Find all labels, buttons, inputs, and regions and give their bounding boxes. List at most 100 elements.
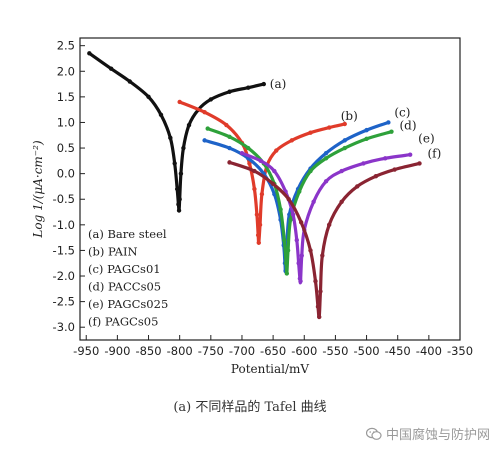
data-point xyxy=(176,208,182,213)
curve-label-b: (b) xyxy=(341,109,358,123)
data-point xyxy=(373,174,379,179)
data-point xyxy=(294,237,299,243)
data-point xyxy=(202,110,207,115)
data-point xyxy=(298,278,303,284)
data-point xyxy=(342,138,347,143)
x-axis-label: Potential/mV xyxy=(231,362,310,376)
data-point xyxy=(392,167,397,172)
x-tick-label: -450 xyxy=(385,344,411,358)
legend-entry: (e) PAGCs025 xyxy=(88,297,168,311)
watermark-text: 中国腐蚀与防护网 xyxy=(385,428,490,443)
legend-entry: (d) PACCs05 xyxy=(88,280,161,294)
data-point xyxy=(383,156,388,161)
data-point xyxy=(108,66,114,71)
data-point xyxy=(417,161,422,166)
data-point xyxy=(323,150,329,156)
y-tick-label: -3.0 xyxy=(53,320,75,334)
data-point xyxy=(247,161,252,166)
y-tick-label: 0.5 xyxy=(57,141,75,155)
data-point xyxy=(361,161,366,166)
data-point xyxy=(259,191,265,197)
data-point xyxy=(257,222,263,228)
x-tick-label: -550 xyxy=(322,344,348,358)
data-point xyxy=(342,145,347,151)
data-point xyxy=(278,207,283,212)
data-point xyxy=(386,120,391,125)
curve-label-a: (a) xyxy=(270,77,287,91)
data-point xyxy=(323,179,329,184)
wechat-icon xyxy=(365,427,382,440)
x-tick-label: -800 xyxy=(167,344,193,358)
data-point xyxy=(177,99,182,105)
data-point xyxy=(272,168,277,174)
data-point xyxy=(252,186,257,192)
legend: (a) Bare steel (b) PAIN (c) PAGCs01 (d) PAC… xyxy=(88,227,168,329)
data-point xyxy=(177,197,182,202)
data-point xyxy=(254,212,260,217)
y-axis-ticks: -3.0 -2.5 -2.0 -1.5 -1.0 -0.5 0.0 0.5 1.0 1.5 2.0 2… xyxy=(53,39,85,334)
data-point xyxy=(245,145,251,151)
data-point xyxy=(227,160,232,165)
data-point xyxy=(296,261,301,266)
data-point xyxy=(339,199,344,204)
y-tick-label: -0.5 xyxy=(53,192,75,206)
data-point xyxy=(308,130,313,135)
data-point xyxy=(202,138,207,143)
data-point xyxy=(174,186,180,192)
data-point xyxy=(326,222,332,228)
data-point xyxy=(239,150,245,156)
plot-frame xyxy=(79,37,461,341)
data-point xyxy=(320,253,325,258)
x-tick-label: -650 xyxy=(260,344,286,358)
data-point xyxy=(308,168,313,174)
y-tick-label: -2.5 xyxy=(53,295,75,309)
data-point xyxy=(318,289,323,294)
y-tick-label: -1.5 xyxy=(53,243,75,257)
data-point xyxy=(255,232,261,238)
data-point xyxy=(261,81,266,87)
data-point xyxy=(172,161,177,166)
curve-label-f: (f) xyxy=(428,146,442,160)
data-point xyxy=(181,145,186,151)
data-point xyxy=(178,171,184,176)
data-point xyxy=(283,261,289,266)
data-point xyxy=(227,145,232,151)
data-point xyxy=(186,122,192,128)
data-point xyxy=(407,152,413,157)
y-tick-label: 1.0 xyxy=(57,115,75,129)
data-point xyxy=(311,199,316,204)
curve-labels: (a) (b) (c)(d)(e)(f) xyxy=(270,77,442,160)
data-point xyxy=(355,184,360,189)
y-axis-label: Log 1/(μA·cm⁻²) xyxy=(31,140,45,239)
legend-entry: (a) Bare steel xyxy=(88,227,167,241)
curve-label-e: (e) xyxy=(418,132,434,146)
plot-border xyxy=(79,37,461,341)
x-tick-label: -400 xyxy=(416,344,442,358)
curves-layer xyxy=(87,51,422,320)
data-point xyxy=(364,127,369,133)
data-point xyxy=(127,79,133,84)
data-point xyxy=(158,112,164,117)
y-tick-label: 2.0 xyxy=(57,64,75,78)
data-point xyxy=(168,135,173,141)
data-point xyxy=(252,168,257,174)
data-point xyxy=(146,94,151,100)
data-point xyxy=(342,121,347,127)
data-point xyxy=(298,220,304,225)
legend-entry: (f) PAGCs05 xyxy=(88,315,158,329)
x-tick-label: -900 xyxy=(104,344,130,358)
data-point xyxy=(176,202,181,207)
data-point xyxy=(256,240,261,245)
y-tick-label: 0.0 xyxy=(57,167,75,181)
data-point xyxy=(339,168,344,174)
curve-label-c: (c) xyxy=(394,105,410,119)
x-tick-label: -700 xyxy=(229,344,255,358)
data-point xyxy=(323,156,329,161)
data-point xyxy=(308,248,313,253)
data-point xyxy=(288,217,293,222)
data-point xyxy=(389,129,394,134)
data-point xyxy=(326,125,332,130)
x-axis-ticks: -950 -900 -850 -800 -750 -700 -650 -600 -550 -500… xyxy=(73,335,473,358)
data-point xyxy=(297,189,302,194)
watermark: 中国腐蚀与防护网 xyxy=(365,424,490,443)
